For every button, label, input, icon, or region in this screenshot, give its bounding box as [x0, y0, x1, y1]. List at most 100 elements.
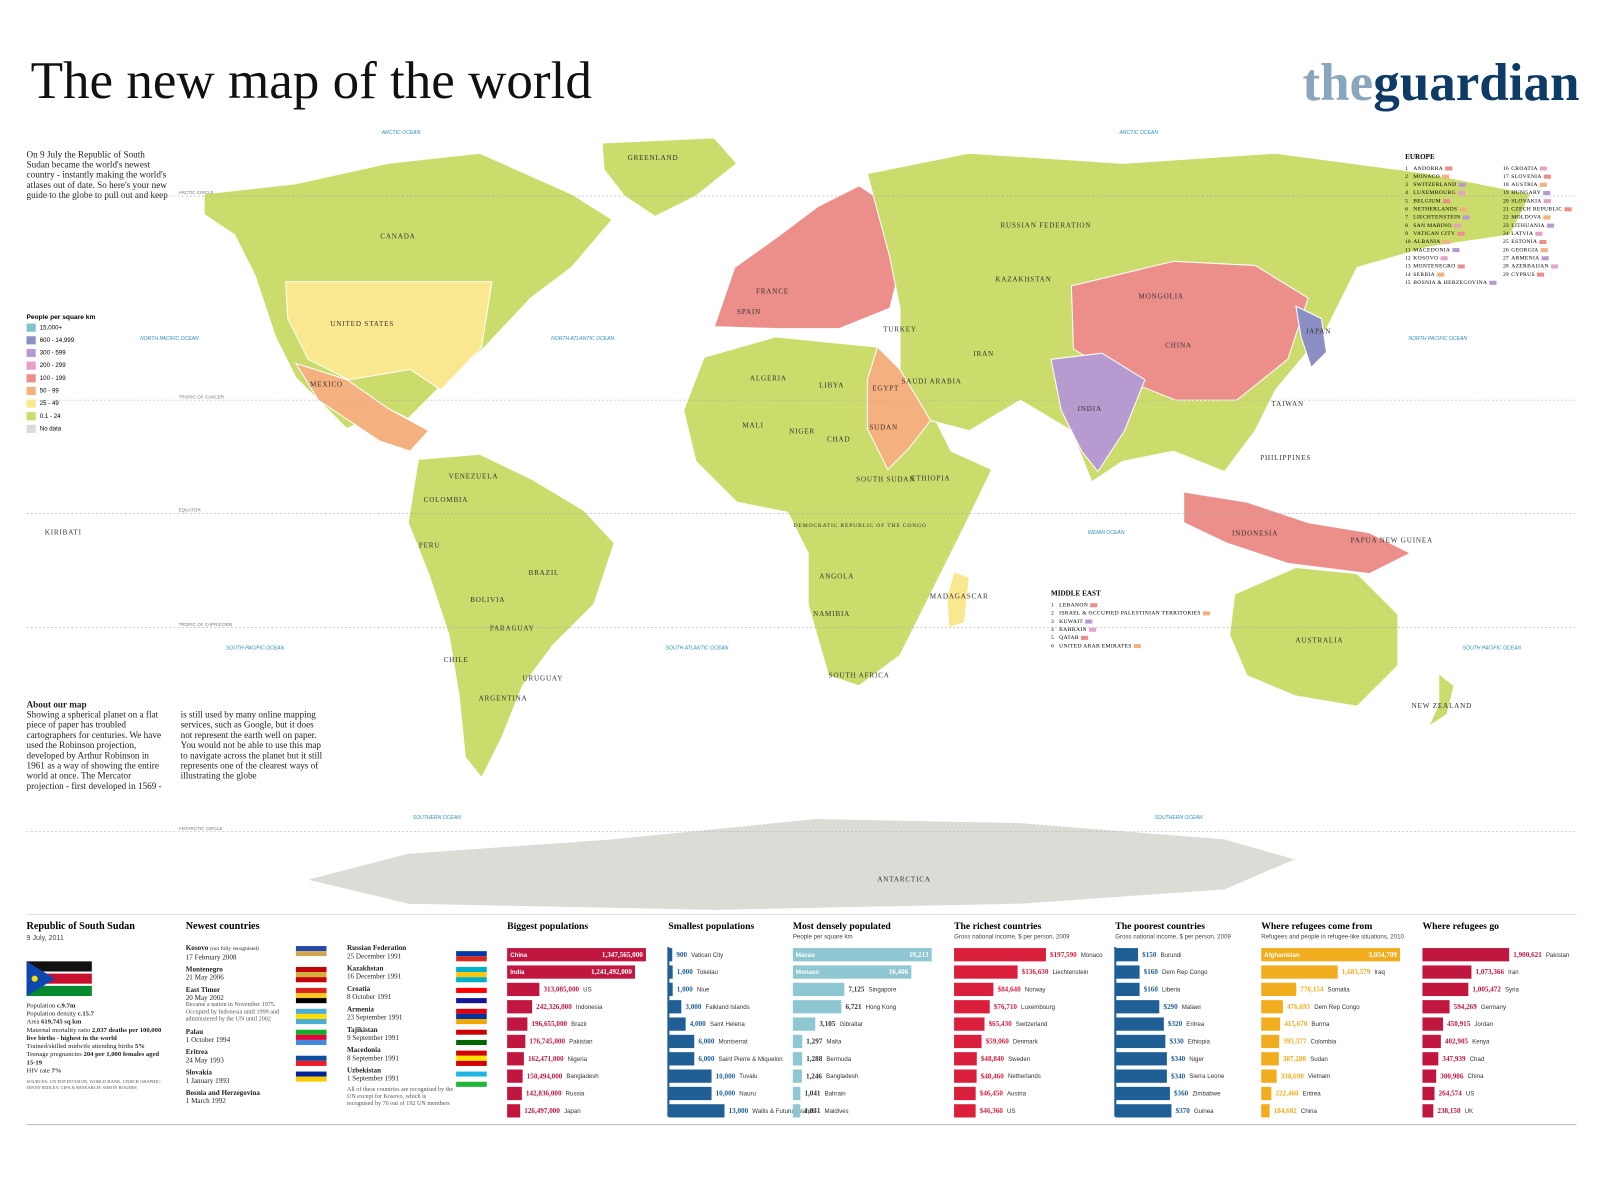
bar	[1422, 1017, 1444, 1031]
south-sudan-flag	[26, 961, 92, 997]
country-madagascar	[946, 570, 970, 629]
europe-number: 12	[1405, 256, 1411, 262]
country-date: 23 September 1991	[346, 1013, 403, 1022]
country-label: BOLIVIA	[470, 596, 505, 604]
bar-name: Wallis & Futuna Islands	[752, 1108, 816, 1115]
bar-value: 10,000	[716, 1090, 736, 1098]
middle_east-title: MIDDLE EAST	[1051, 590, 1101, 598]
legend-swatch	[26, 386, 36, 396]
country-label: TAIWAN	[1272, 400, 1304, 408]
europe-name: ALBANIA	[1413, 239, 1441, 245]
key-swatch	[1445, 166, 1453, 171]
country-label: ANTARCTICA	[877, 875, 931, 883]
key-swatch	[1442, 174, 1450, 179]
flag-stripe	[456, 992, 487, 999]
bar-value: $197,590	[1050, 951, 1077, 959]
bar	[954, 948, 1046, 962]
bar-name: Austria	[1007, 1091, 1027, 1098]
bar-name: Bermuda	[826, 1056, 851, 1063]
flag-stripe	[295, 1039, 327, 1046]
legend-label: 200 - 299	[40, 362, 66, 369]
europe-name: BOSNIA & HERZEGOVINA	[1413, 280, 1488, 286]
europe-number: 11	[1405, 247, 1411, 253]
bar-value: 1,031	[804, 1107, 820, 1115]
key-swatch	[1457, 190, 1466, 196]
europe-number: 9	[1405, 231, 1408, 237]
country-label: ANGOLA	[819, 572, 854, 580]
bar-value: 162,471,000	[528, 1055, 564, 1063]
country-label: ALGERIA	[750, 374, 787, 382]
bar	[668, 1052, 695, 1066]
bar-name: Afghanistan	[1264, 952, 1300, 959]
ranking-title: Smallest populations	[668, 921, 754, 932]
europe-name: MACEDONIA	[1413, 247, 1451, 253]
key-swatch	[1090, 603, 1098, 608]
flag-stripe	[456, 1060, 487, 1066]
bar-name: Eritrea	[1186, 1021, 1205, 1028]
europe-number: 1	[1405, 166, 1408, 172]
flag-stripe	[456, 1039, 487, 1046]
bar-name: Niue	[697, 987, 710, 994]
bar-name: Guinea	[1194, 1108, 1214, 1115]
country-entry: Eritrea 24 May 1993	[186, 1048, 293, 1064]
middle_east-name: BAHRAIN	[1059, 627, 1087, 633]
country-label: MONGOLIA	[1139, 293, 1184, 301]
south-sudan-title: Republic of South Sudan	[27, 921, 136, 932]
fact-value: 5%	[134, 1042, 145, 1051]
bar	[1261, 965, 1338, 979]
country-name-text: Kosovo	[185, 944, 209, 953]
europe-name: MOLDOVA	[1511, 215, 1542, 221]
bar	[792, 948, 932, 962]
fact-value: c.15.7	[77, 1010, 94, 1018]
europe-number: 24	[1503, 231, 1509, 237]
graticule-label: TROPIC OF CANCER	[179, 394, 225, 399]
bar	[668, 1069, 712, 1083]
key-swatch	[1457, 264, 1465, 269]
europe-number: 2	[1405, 174, 1408, 180]
country-label: CHAD	[827, 436, 850, 444]
flag-stripe	[295, 1055, 327, 1061]
bar-name: Bangladesh	[826, 1073, 858, 1080]
europe-number: 21	[1503, 207, 1509, 213]
country-date: 17 February 2008	[185, 953, 237, 962]
flag-stripe	[295, 987, 327, 993]
bar	[1261, 1017, 1281, 1031]
bar-value: 196,655,000	[531, 1020, 567, 1028]
europe-name: HUNGARY	[1511, 190, 1541, 196]
bar-value: 3,000	[685, 1003, 701, 1011]
about-text: About our map	[27, 699, 170, 709]
country-entry: Palau 1 October 1994	[186, 1028, 293, 1044]
bar-name: US	[1007, 1108, 1016, 1115]
flag-stripe	[456, 972, 487, 978]
country-label: KAZAKHSTAN	[995, 275, 1051, 283]
bar-name: Nauru	[739, 1091, 756, 1098]
bar	[954, 1104, 976, 1118]
country-label: NAMIBIA	[813, 610, 850, 618]
europe-number: 18	[1503, 182, 1509, 188]
europe-number: 7	[1405, 215, 1408, 221]
south-sudan-date: 9 July, 2011	[27, 934, 64, 942]
bar-name: Bahrain	[825, 1091, 846, 1098]
bar	[507, 1104, 521, 1118]
country-label: INDONESIA	[1232, 529, 1278, 537]
newest-footnote: All of these countries are recognised by…	[346, 1086, 454, 1108]
flag-stripe	[456, 946, 487, 952]
bar	[668, 1086, 712, 1101]
country-name: Croatia	[347, 985, 454, 993]
bar-name: Monaco	[796, 969, 819, 976]
country-date: 1 October 1994	[185, 1035, 231, 1044]
newest-list: Kosovo (not fully recognised) 17 February…	[186, 944, 293, 1105]
country-date: 1 January 1993	[185, 1076, 230, 1085]
bar-name: Tokelau	[697, 969, 718, 976]
legend-label: 100 - 199	[40, 375, 66, 382]
country-name: Kazakhstan	[347, 964, 454, 972]
flag-stripe	[295, 998, 327, 1004]
country-entry: Macedonia 8 September 1991	[347, 1046, 454, 1062]
bar-name: US	[583, 987, 592, 994]
bar-value: 387,288	[1283, 1055, 1307, 1063]
legend-swatch	[26, 361, 36, 370]
country-new-zealand	[1427, 672, 1455, 729]
middle_east-number: 4	[1051, 627, 1054, 633]
bar-value: 184,602	[1274, 1107, 1298, 1115]
